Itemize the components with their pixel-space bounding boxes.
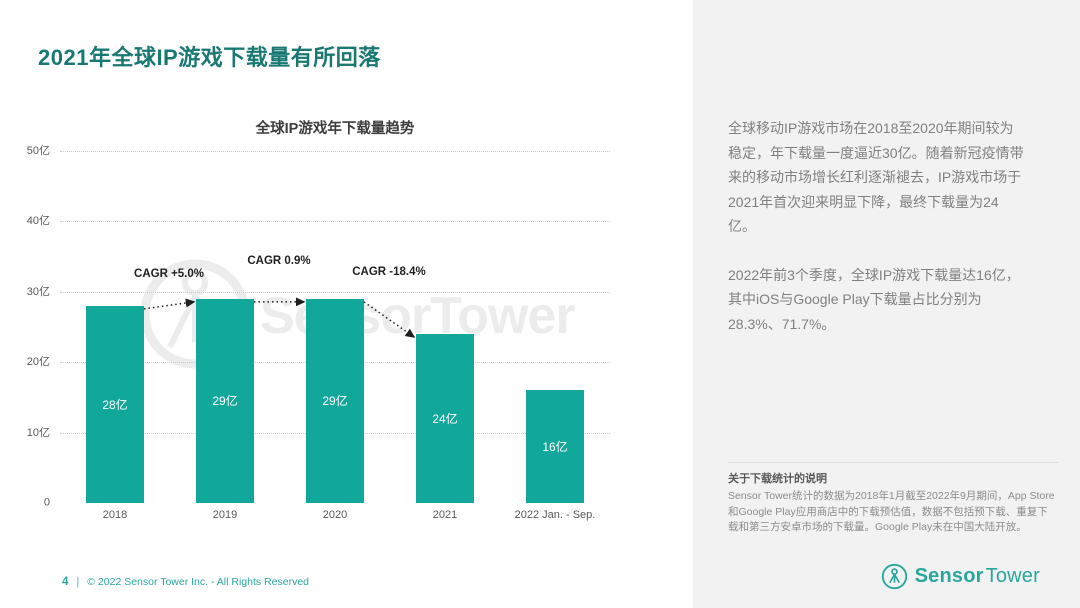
page-title: 2021年全球IP游戏下载量有所回落 xyxy=(38,45,381,70)
bar-2021: 24亿 xyxy=(416,334,474,503)
bar-value-label: 28亿 xyxy=(102,397,128,412)
sensor-tower-logo-icon xyxy=(881,563,907,590)
summary-paragraph-2: 2022年前3个季度，全球IP游戏下载量达16亿，其中iOS与Google Pl… xyxy=(728,266,1020,332)
chart-title: 全球IP游戏年下载量趋势 xyxy=(255,121,415,137)
bar-value-label: 29亿 xyxy=(212,394,238,409)
logo-text: Sensor Tower xyxy=(915,565,1040,588)
x-axis-labels: 2018 2019 2020 2021 2022 Jan. - Sep. xyxy=(60,509,610,521)
page-number: 4 xyxy=(62,576,69,588)
bar-value-label: 16亿 xyxy=(542,440,568,455)
chart-panel: 2021年全球IP游戏下载量有所回落 全球IP游戏年下载量趋势 SensorTo… xyxy=(26,45,610,588)
gridline xyxy=(60,151,610,152)
gridline xyxy=(60,221,610,223)
bar-2018: 28亿 xyxy=(86,305,144,503)
y-tick-label: 30亿 xyxy=(26,285,50,298)
cagr-annotation: CAGR 0.9% xyxy=(247,254,311,267)
x-tick-label: 2019 xyxy=(212,509,238,521)
gridline xyxy=(60,291,610,293)
cagr-arrows xyxy=(143,297,416,338)
cagr-annotation: CAGR -18.4% xyxy=(352,265,426,278)
summary-paragraph-1: 全球移动IP游戏市场在2018至2020年期间较为稳定，年下载量一度逼近30亿。… xyxy=(728,120,1024,234)
x-tick-label: 2022 Jan. - Sep. xyxy=(514,509,596,521)
y-tick-label: 10亿 xyxy=(26,426,50,439)
logo-text-sensor: Sensor xyxy=(914,565,984,587)
y-tick-label: 0 xyxy=(43,496,50,509)
x-tick-label: 2021 xyxy=(432,509,458,521)
bar-value-label: 29亿 xyxy=(322,394,348,409)
logo-text-tower: Tower xyxy=(985,565,1040,587)
sensor-tower-logo: Sensor Tower xyxy=(881,563,1040,590)
footnote: 关于下载统计的说明 Sensor Tower统计的数据为2018年1月截至202… xyxy=(728,462,1058,536)
bar-value-label: 24亿 xyxy=(432,412,458,426)
footer-separator: | xyxy=(76,576,80,588)
footnote-body: Sensor Tower统计的数据为2018年1月截至2022年9月期间，App… xyxy=(728,490,1055,533)
sidebar: 全球移动IP游戏市场在2018至2020年期间较为稳定，年下载量一度逼近30亿。… xyxy=(693,0,1080,608)
y-tick-label: 50亿 xyxy=(26,145,50,158)
bar-2019: 29亿 xyxy=(196,298,254,503)
plot-area: SensorTower 50亿 40亿 30亿 20亿 10亿 0 28亿 29亿 29亿 24亿… xyxy=(27,145,610,508)
bar-2022 Jan. - Sep.: 16亿 xyxy=(526,390,584,503)
y-tick-label: 40亿 xyxy=(26,215,50,228)
footnote-heading: 关于下载统计的说明 xyxy=(728,473,827,485)
x-tick-label: 2018 xyxy=(102,509,128,521)
copyright-text: © 2022 Sensor Tower Inc. - All Rights Re… xyxy=(87,576,309,588)
x-tick-label: 2020 xyxy=(322,509,348,521)
y-tick-label: 20亿 xyxy=(26,356,50,369)
bar-2020: 29亿 xyxy=(306,298,364,503)
cagr-annotation: CAGR +5.0% xyxy=(134,267,204,280)
page-footer: 4 | © 2022 Sensor Tower Inc. - All Right… xyxy=(62,576,309,588)
